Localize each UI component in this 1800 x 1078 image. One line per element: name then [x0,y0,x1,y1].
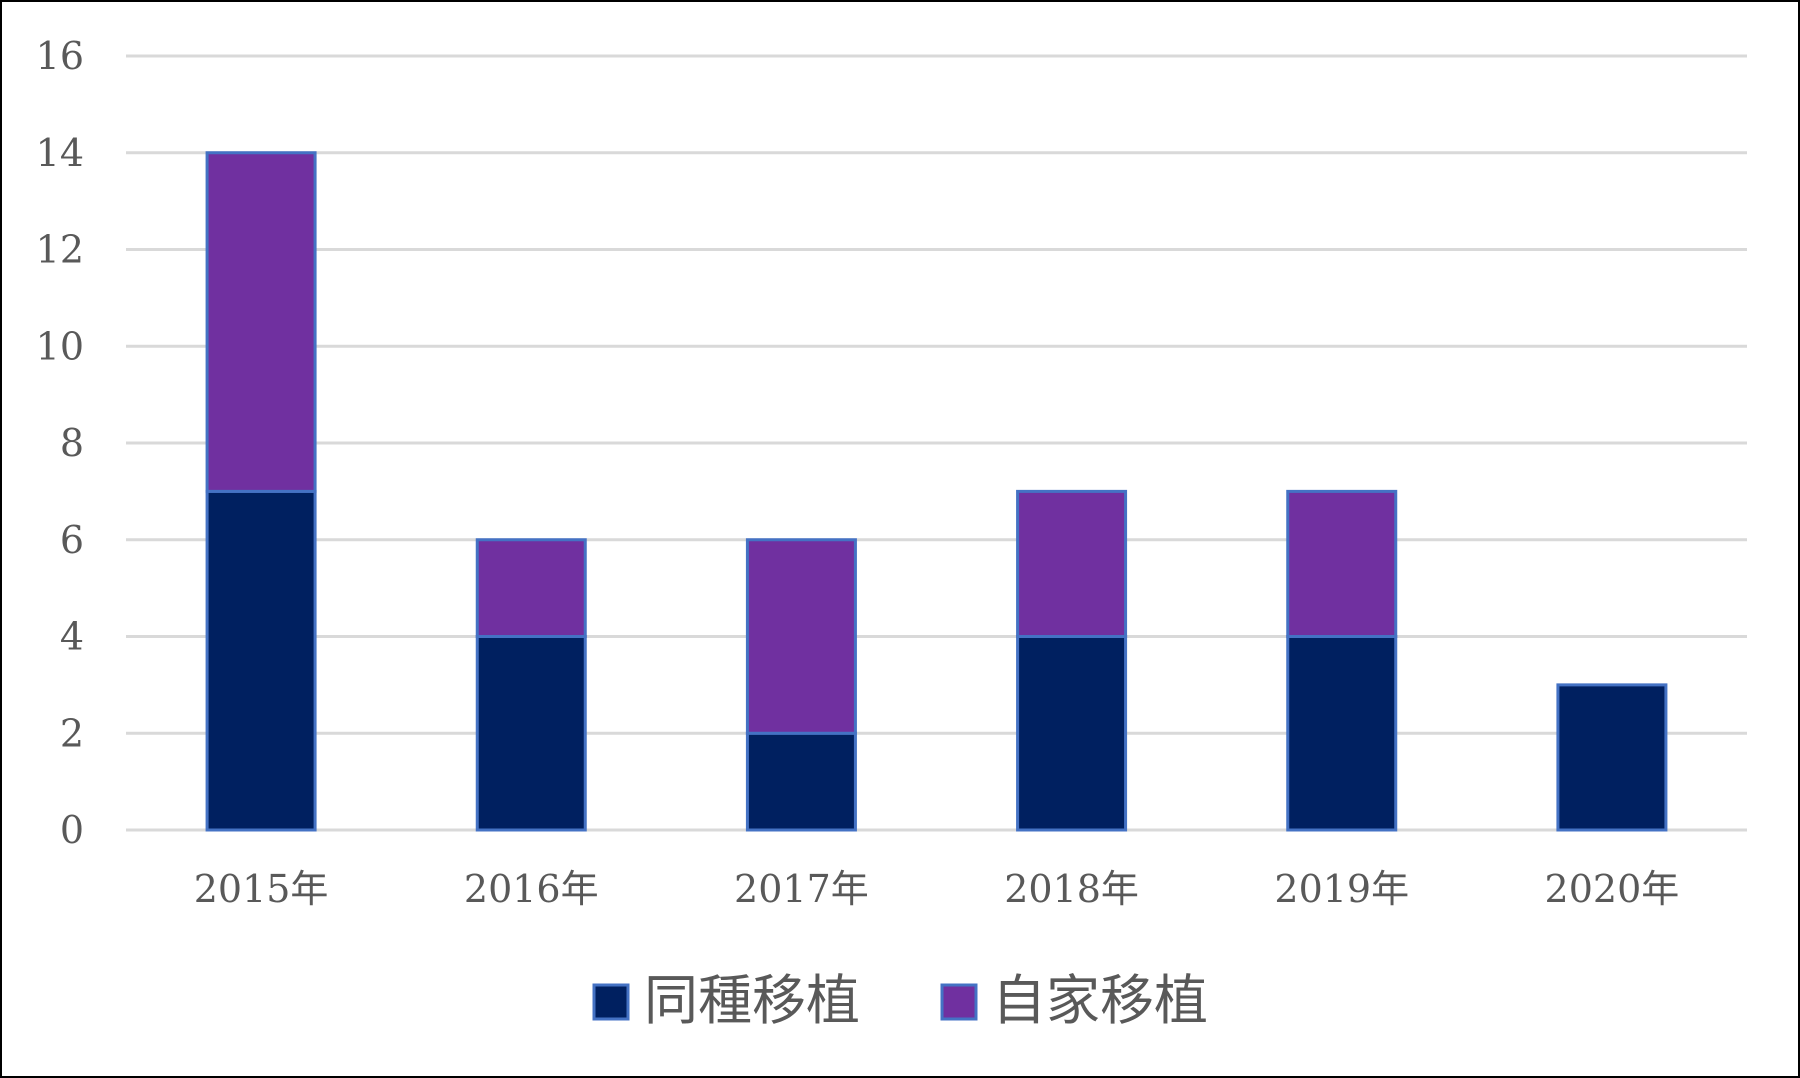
bar-autologous-2015年 [205,151,317,493]
y-tick-label: 14 [36,131,84,175]
legend-label-1: 自家移植 [992,969,1208,1032]
x-tick-label: 2018年 [1004,867,1139,911]
bar-autologous-2018年 [1016,489,1128,638]
x-tick-label: 2016年 [464,867,599,911]
y-tick-label: 8 [60,421,84,465]
bar-allogeneic-2018年 [1016,635,1128,832]
bar-allogeneic-2020年 [1556,683,1668,832]
legend: 同種移植 自家移植 [592,969,1208,1032]
bar-allogeneic-2019年 [1286,635,1398,832]
bar-autologous-2019年 [1286,489,1398,638]
y-tick-label: 16 [36,34,84,78]
gridlines [126,54,1747,832]
bar-autologous-2016年 [475,538,587,638]
bar-autologous-2017年 [745,538,857,735]
y-tick-label: 10 [36,324,84,368]
legend-label-0: 同種移植 [644,969,860,1032]
y-tick-label: 2 [60,711,84,755]
y-tick-label: 4 [60,615,84,659]
legend-swatch-0 [592,983,630,1021]
y-tick-label: 6 [60,518,84,562]
x-axis-ticks: 2015年 2016年 2017年 2018年 2019年 2020年 [194,867,1680,911]
x-tick-label: 2017年 [734,867,869,911]
y-axis-ticks: 0 2 4 6 8 10 12 14 16 [36,34,84,852]
x-tick-label: 2015年 [194,867,329,911]
y-tick-label: 0 [60,808,84,852]
x-tick-label: 2019年 [1274,867,1409,911]
x-tick-label: 2020年 [1545,867,1680,911]
bars [205,151,1668,832]
legend-swatch-1 [940,983,978,1021]
bar-allogeneic-2016年 [475,635,587,832]
y-tick-label: 12 [36,228,84,272]
bar-allogeneic-2017年 [745,731,857,832]
bar-allogeneic-2015年 [205,489,317,832]
